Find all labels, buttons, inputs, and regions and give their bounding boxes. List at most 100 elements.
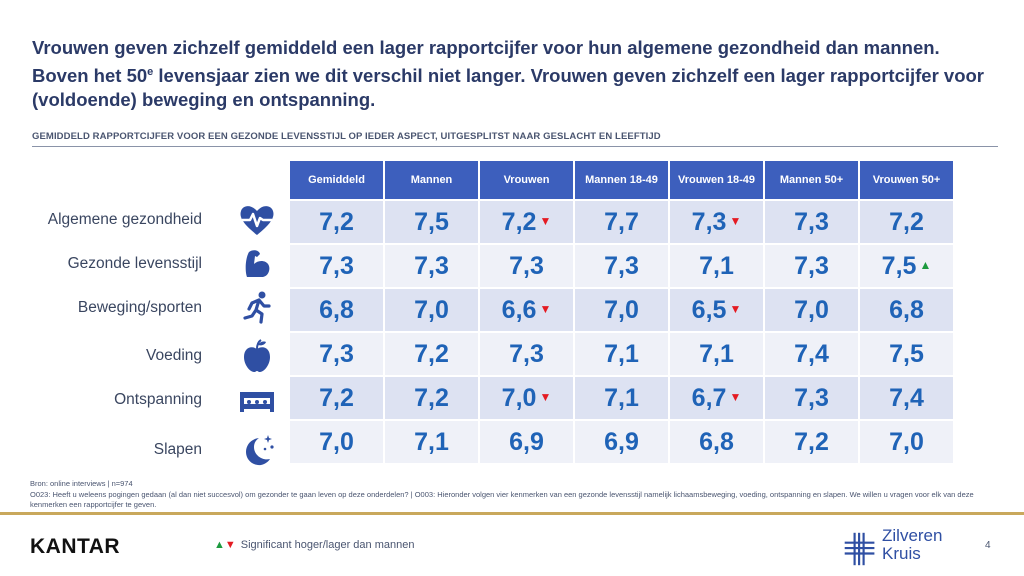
score-cell: 7,3 [765, 377, 858, 419]
score-value: 6,5 [691, 295, 727, 324]
score-value: 7,3 [414, 251, 449, 280]
table-subtitle: GEMIDDELD RAPPORTCIJFER VOOR EEN GEZONDE… [32, 131, 661, 142]
score-value: 7,3 [319, 339, 354, 368]
row-label-voeding: Voeding [145, 347, 202, 364]
score-cell: 7,2 [385, 377, 478, 419]
up-triangle-icon: ▲ [214, 539, 225, 551]
score-value: 7,1 [414, 427, 449, 456]
table-row: 7,0 7,1 6,9 6,9 6,8 7,2 7,0 [290, 421, 953, 463]
score-cell: 6,8 [860, 289, 953, 331]
score-cell: 7,3 [765, 201, 858, 243]
score-cell: 7,7 [575, 201, 668, 243]
col-header-mannen-50plus: Mannen 50+ [765, 161, 858, 199]
score-cell: 7,0 [860, 421, 953, 463]
up-triangle-icon: ▲ [919, 257, 932, 272]
down-triangle-icon: ▼ [729, 213, 742, 228]
score-value: 7,2 [794, 427, 829, 456]
score-cell: 7,3 [385, 245, 478, 287]
score-value: 7,1 [604, 383, 639, 412]
score-value: 7,5 [889, 339, 924, 368]
score-cell: 6,7 ▼ [670, 377, 763, 419]
score-cell: 7,5 [385, 201, 478, 243]
table-header-row: Gemiddeld Mannen Vrouwen Mannen 18-49 Vr… [290, 161, 953, 199]
score-value: 6,7 [691, 383, 727, 412]
score-cell: 6,9 [575, 421, 668, 463]
page-number: 4 [985, 540, 991, 551]
score-cell: 7,0 [385, 289, 478, 331]
divider [32, 146, 998, 147]
apple-icon [237, 336, 277, 376]
score-value: 7,5 [881, 251, 917, 280]
col-header-mannen-18-49: Mannen 18-49 [575, 161, 668, 199]
row-label-beweging-sporten: Beweging/sporten [77, 299, 202, 316]
score-value: 7,3 [794, 251, 829, 280]
sofa-icon [237, 380, 277, 420]
cross-icon [844, 532, 875, 566]
source-note: Bron: online interviews | n=974 O023: He… [30, 479, 990, 511]
down-triangle-icon: ▼ [224, 539, 236, 551]
score-value: 6,9 [604, 427, 639, 456]
score-cell: 7,3 ▼ [670, 201, 763, 243]
score-value: 7,2 [889, 207, 924, 236]
table-row: 7,2 7,5 7,2 ▼ 7,7 7,3 ▼ 7,3 7,2 [290, 201, 953, 243]
down-triangle-icon: ▼ [729, 301, 742, 316]
row-label-slapen: Slapen [153, 441, 202, 458]
significance-legend: ▲▼ Significant hoger/lager dan mannen [214, 539, 414, 551]
score-cell: 7,2 [765, 421, 858, 463]
score-value: 7,4 [794, 339, 829, 368]
zilveren-kruis-logo: Zilveren Kruis [842, 527, 962, 571]
col-header-vrouwen-18-49: Vrouwen 18-49 [670, 161, 763, 199]
col-header-mannen: Mannen [385, 161, 478, 199]
score-value: 7,4 [889, 383, 924, 412]
score-value: 7,0 [319, 427, 354, 456]
score-cell: 7,1 [670, 245, 763, 287]
score-value: 6,8 [319, 295, 354, 324]
score-cell: 7,5 [860, 333, 953, 375]
score-cell: 7,3 [480, 333, 573, 375]
score-value: 7,5 [414, 207, 449, 236]
score-value: 7,1 [604, 339, 639, 368]
row-label-algemene-gezondheid: Algemene gezondheid [47, 211, 202, 228]
score-value: 7,7 [604, 207, 639, 236]
scores-table: Gemiddeld Mannen Vrouwen Mannen 18-49 Vr… [288, 159, 955, 465]
score-value: 7,3 [691, 207, 727, 236]
score-cell: 6,6 ▼ [480, 289, 573, 331]
score-cell: 7,2 [290, 377, 383, 419]
score-cell: 7,3 [290, 245, 383, 287]
table-row: 7,3 7,2 7,3 7,1 7,1 7,4 7,5 [290, 333, 953, 375]
heart-pulse-icon [237, 200, 277, 240]
score-cell: 7,1 [575, 333, 668, 375]
score-value: 7,0 [501, 383, 537, 412]
question-text: O023: Heeft u weleens pogingen gedaan (a… [30, 489, 974, 510]
col-header-vrouwen: Vrouwen [480, 161, 573, 199]
score-cell: 7,4 [860, 377, 953, 419]
down-triangle-icon: ▼ [729, 389, 742, 404]
score-cell: 7,0 [765, 289, 858, 331]
score-cell: 7,5 ▲ [860, 245, 953, 287]
score-cell: 6,8 [670, 421, 763, 463]
score-value: 6,8 [699, 427, 734, 456]
score-cell: 6,9 [480, 421, 573, 463]
score-cell: 7,0 [575, 289, 668, 331]
down-triangle-icon: ▼ [539, 301, 552, 316]
kantar-logo: KANTAR [30, 535, 121, 558]
score-value: 6,9 [509, 427, 544, 456]
score-value: 7,0 [414, 295, 449, 324]
score-value: 7,3 [794, 207, 829, 236]
down-triangle-icon: ▼ [539, 389, 552, 404]
score-value: 7,3 [509, 339, 544, 368]
score-value: 7,3 [604, 251, 639, 280]
down-triangle-icon: ▼ [539, 213, 552, 228]
score-cell: 7,0 [290, 421, 383, 463]
score-value: 7,1 [699, 251, 734, 280]
score-cell: 6,5 ▼ [670, 289, 763, 331]
legend-text: Significant hoger/lager dan mannen [240, 539, 415, 551]
score-cell: 7,2 [290, 201, 383, 243]
score-value: 6,8 [889, 295, 924, 324]
score-cell: 7,3 [765, 245, 858, 287]
score-value: 7,2 [319, 207, 354, 236]
score-value: 7,2 [501, 207, 537, 236]
score-cell: 7,1 [575, 377, 668, 419]
score-cell: 7,2 [385, 333, 478, 375]
footer-rule [0, 512, 1024, 515]
